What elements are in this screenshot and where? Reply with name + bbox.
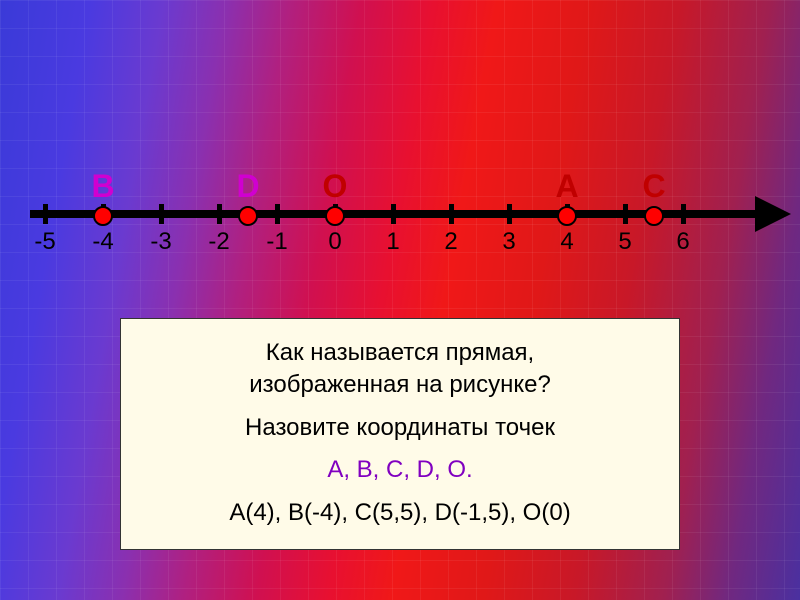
question-box: Как называется прямая, изображенная на р…: [120, 318, 680, 550]
point-dot-A: [557, 206, 577, 226]
axis-tick-label: 6: [658, 228, 708, 256]
axis-tick: [449, 204, 454, 224]
axis-tick-label: 5: [600, 228, 650, 256]
point-dot-D: [238, 206, 258, 226]
point-dot-O: [325, 206, 345, 226]
axis-arrowhead: [755, 196, 791, 232]
axis-tick: [623, 204, 628, 224]
point-label-D: D: [228, 168, 268, 205]
axis-tick: [43, 204, 48, 224]
axis-tick-label: -5: [20, 228, 70, 256]
point-letters: A, B, C, D, O.: [141, 454, 659, 486]
point-label-A: A: [547, 168, 587, 205]
point-label-C: C: [634, 168, 674, 205]
axis-tick-label: 1: [368, 228, 418, 256]
point-dot-B: [93, 206, 113, 226]
axis-tick-label: -3: [136, 228, 186, 256]
axis-tick: [275, 204, 280, 224]
axis-tick-label: 0: [310, 228, 360, 256]
question-line-1: Как называется прямая,: [266, 339, 534, 366]
axis-tick: [159, 204, 164, 224]
axis-tick-label: 3: [484, 228, 534, 256]
slide: -5 -4 -3 -2 -1 0123456 B D O A C Как называется п…: [0, 0, 800, 600]
answer-line: А(4), В(-4), С(5,5), D(-1,5), О(0): [141, 497, 659, 529]
number-line: -5 -4 -3 -2 -1 0123456 B D O A C: [0, 170, 800, 290]
point-label-O: O: [315, 168, 355, 205]
axis-tick: [217, 204, 222, 224]
axis-tick-label: 4: [542, 228, 592, 256]
axis-tick-label: -2: [194, 228, 244, 256]
axis-tick-label: -4: [78, 228, 128, 256]
axis-tick: [681, 204, 686, 224]
axis-tick: [391, 204, 396, 224]
point-dot-C: [644, 206, 664, 226]
axis-tick: [507, 204, 512, 224]
question-2: Назовите координаты точек: [141, 412, 659, 444]
axis-tick-label: 2: [426, 228, 476, 256]
question-line-2: изображенная на рисунке?: [249, 371, 551, 398]
axis-tick-label: -1: [252, 228, 302, 256]
point-label-B: B: [83, 168, 123, 205]
